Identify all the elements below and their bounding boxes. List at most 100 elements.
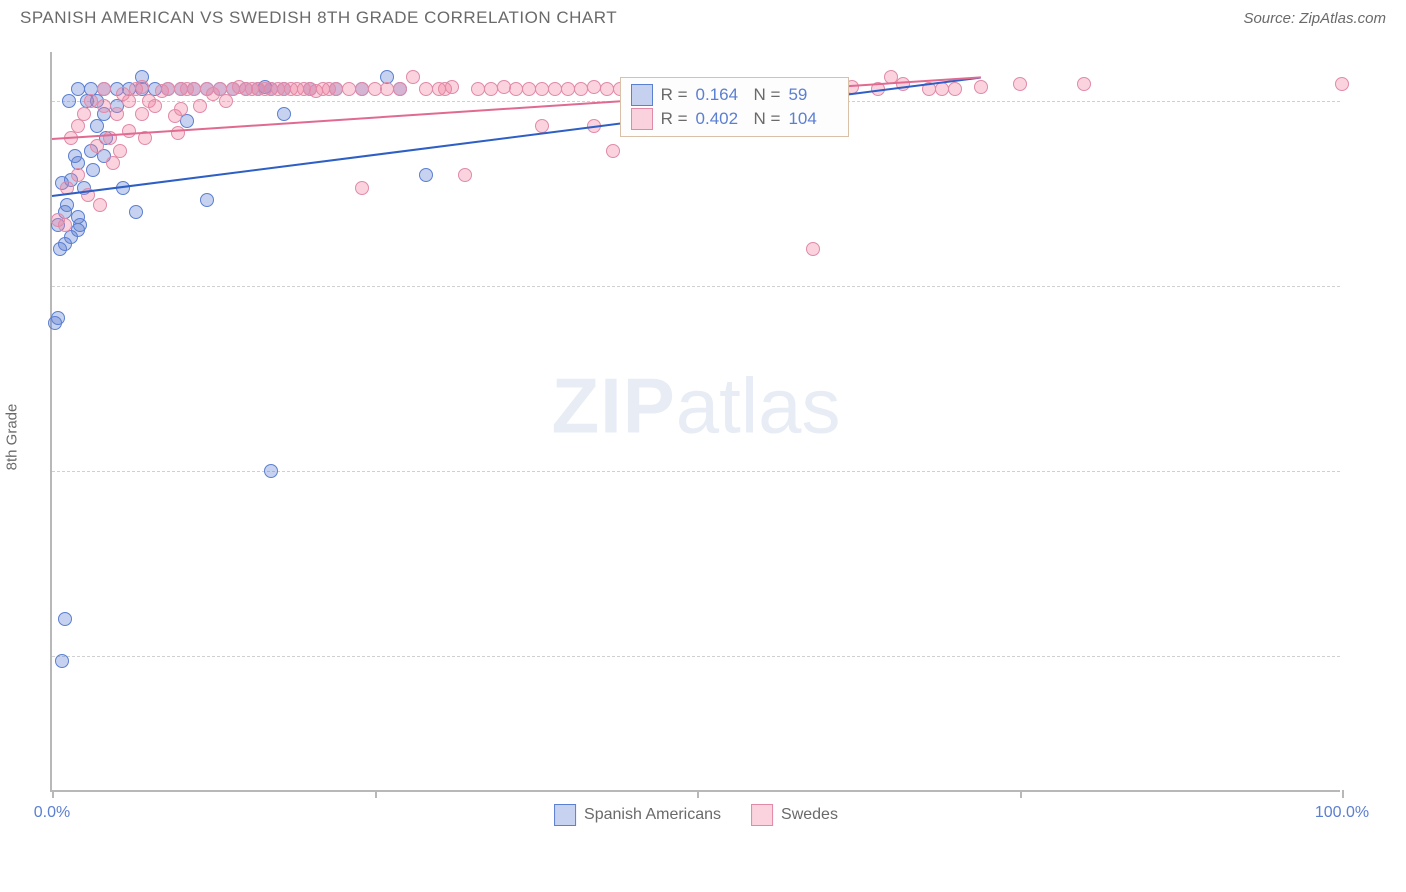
data-point-swedish <box>122 94 136 108</box>
legend-swatch <box>554 804 576 826</box>
plot-area: ZIPatlas 100.0%92.5%85.0%77.5%0.0%100.0%… <box>50 52 1340 792</box>
data-point-spanish <box>277 107 291 121</box>
data-point-swedish <box>1335 77 1349 91</box>
data-point-swedish <box>71 168 85 182</box>
x-tick-mark <box>697 790 699 798</box>
stats-N_label: N = <box>754 85 781 105</box>
x-tick-label: 100.0% <box>1315 804 1369 822</box>
data-point-swedish <box>135 107 149 121</box>
stats-row: R = 0.402 N = 104 <box>631 108 839 130</box>
data-point-spanish <box>264 464 278 478</box>
gridline-h <box>52 471 1340 472</box>
legend-label: Spanish Americans <box>584 806 721 824</box>
data-point-swedish <box>548 82 562 96</box>
data-point-spanish <box>71 82 85 96</box>
legend-swatch <box>751 804 773 826</box>
data-point-swedish <box>406 70 420 84</box>
data-point-swedish <box>187 82 201 96</box>
data-point-spanish <box>62 94 76 108</box>
data-point-swedish <box>393 82 407 96</box>
data-point-swedish <box>329 82 343 96</box>
data-point-swedish <box>561 82 575 96</box>
chart-header: SPANISH AMERICAN VS SWEDISH 8TH GRADE CO… <box>0 0 1406 32</box>
data-point-swedish <box>522 82 536 96</box>
legend-item: Swedes <box>751 804 838 826</box>
data-point-swedish <box>471 82 485 96</box>
data-point-spanish <box>48 316 62 330</box>
data-point-swedish <box>1013 77 1027 91</box>
data-point-swedish <box>419 82 433 96</box>
data-point-swedish <box>342 82 356 96</box>
data-point-swedish <box>497 80 511 94</box>
data-point-swedish <box>1077 77 1091 91</box>
data-point-swedish <box>219 94 233 108</box>
data-point-swedish <box>135 80 149 94</box>
chart-title: SPANISH AMERICAN VS SWEDISH 8TH GRADE CO… <box>20 8 617 28</box>
data-point-swedish <box>948 82 962 96</box>
data-point-swedish <box>110 107 124 121</box>
data-point-swedish <box>600 82 614 96</box>
data-point-swedish <box>445 80 459 94</box>
data-point-swedish <box>58 218 72 232</box>
data-point-spanish <box>58 612 72 626</box>
data-point-spanish <box>73 218 87 232</box>
data-point-swedish <box>458 168 472 182</box>
stats-box: R = 0.164 N = 59 R = 0.402 N = 104 <box>620 77 850 137</box>
data-point-swedish <box>380 82 394 96</box>
chart-source: Source: ZipAtlas.com <box>1243 10 1386 27</box>
data-point-spanish <box>53 242 67 256</box>
legend-label: Swedes <box>781 806 838 824</box>
data-point-swedish <box>368 82 382 96</box>
data-point-spanish <box>419 168 433 182</box>
x-tick-mark <box>1342 790 1344 798</box>
stats-R: 0.402 <box>696 109 746 129</box>
data-point-spanish <box>55 654 69 668</box>
stats-R_label: R = <box>661 85 688 105</box>
data-point-spanish <box>86 163 100 177</box>
data-point-swedish <box>148 99 162 113</box>
data-point-swedish <box>97 82 111 96</box>
data-point-swedish <box>113 144 127 158</box>
y-axis-label: 8th Grade <box>4 404 21 471</box>
data-point-swedish <box>974 80 988 94</box>
data-point-spanish <box>90 119 104 133</box>
stats-R_label: R = <box>661 109 688 129</box>
data-point-swedish <box>806 242 820 256</box>
data-point-spanish <box>60 198 74 212</box>
data-point-swedish <box>161 82 175 96</box>
data-point-spanish <box>68 149 82 163</box>
legend: Spanish Americans Swedes <box>554 804 838 826</box>
stats-row: R = 0.164 N = 59 <box>631 84 839 106</box>
x-tick-label: 0.0% <box>34 804 70 822</box>
data-point-swedish <box>77 107 91 121</box>
data-point-swedish <box>122 124 136 138</box>
gridline-h <box>52 656 1340 657</box>
stats-N_label: N = <box>754 109 781 129</box>
data-point-swedish <box>106 156 120 170</box>
watermark: ZIPatlas <box>551 361 840 452</box>
data-point-swedish <box>535 82 549 96</box>
data-point-swedish <box>484 82 498 96</box>
x-tick-mark <box>375 790 377 798</box>
data-point-spanish <box>129 205 143 219</box>
data-point-swedish <box>574 82 588 96</box>
data-point-swedish <box>587 80 601 94</box>
data-point-swedish <box>193 99 207 113</box>
data-point-spanish <box>180 114 194 128</box>
chart-area: 8th Grade ZIPatlas 100.0%92.5%85.0%77.5%… <box>0 32 1406 842</box>
data-point-spanish <box>200 193 214 207</box>
stats-N: 104 <box>788 109 838 129</box>
data-point-swedish <box>93 198 107 212</box>
stats-swatch <box>631 84 653 106</box>
stats-N: 59 <box>788 85 838 105</box>
legend-item: Spanish Americans <box>554 804 721 826</box>
stats-R: 0.164 <box>696 85 746 105</box>
stats-swatch <box>631 108 653 130</box>
data-point-swedish <box>84 94 98 108</box>
data-point-swedish <box>355 181 369 195</box>
data-point-swedish <box>509 82 523 96</box>
data-point-swedish <box>97 99 111 113</box>
data-point-swedish <box>90 139 104 153</box>
x-tick-mark <box>1020 790 1022 798</box>
gridline-h <box>52 286 1340 287</box>
